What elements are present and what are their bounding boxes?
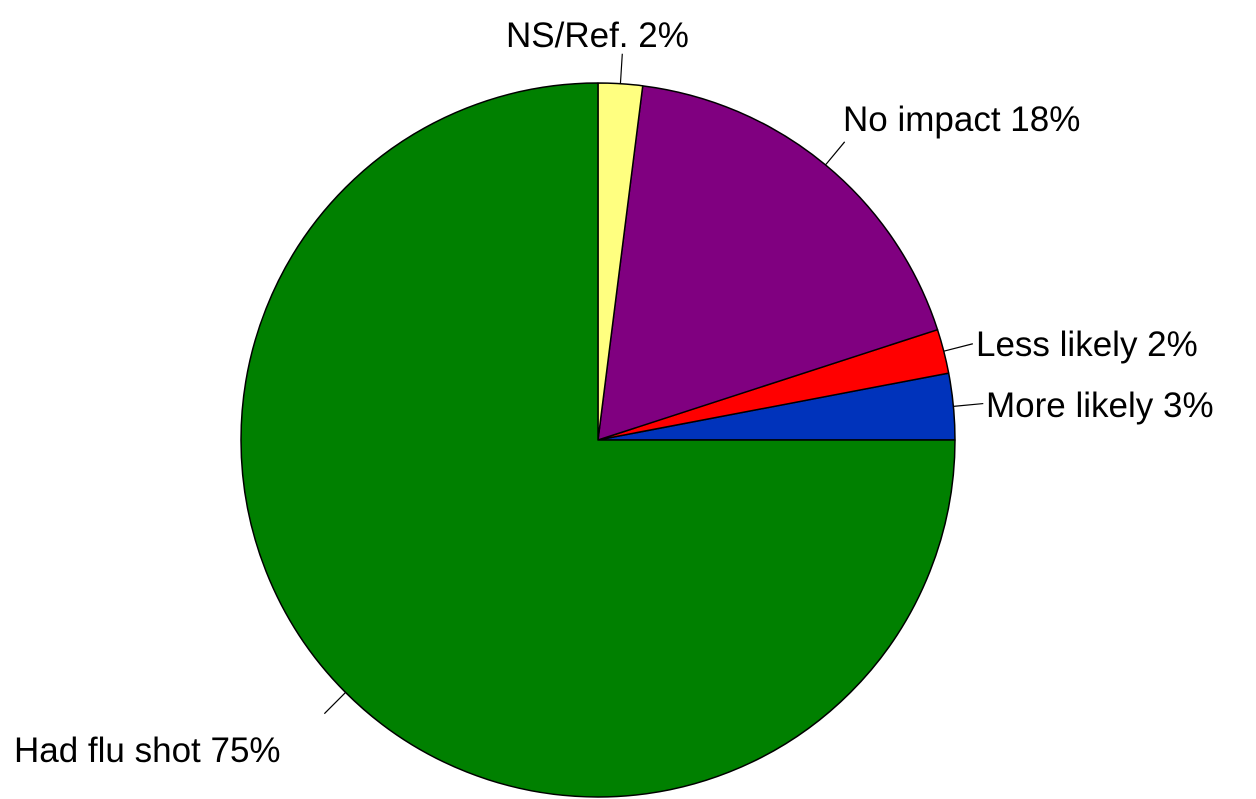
slice-labels: More likely 3% Less likely 2% No impact … xyxy=(14,16,1214,770)
pie-slices xyxy=(240,82,956,798)
slice-label-ns-ref: NS/Ref. 2% xyxy=(506,16,689,55)
leader-line-no-impact xyxy=(825,141,846,166)
leader-line-more-likely xyxy=(953,402,984,407)
slice-label-more-likely: More likely 3% xyxy=(986,386,1214,425)
leader-line-less-likely xyxy=(943,343,973,352)
slice-label-no-impact: No impact 18% xyxy=(843,100,1080,139)
leader-line-ns-ref xyxy=(619,53,623,84)
pie-slice-had-flu-shot xyxy=(240,82,956,798)
leader-line-had-flu-shot xyxy=(323,692,346,715)
leader-lines xyxy=(323,53,984,715)
slice-label-less-likely: Less likely 2% xyxy=(976,325,1198,364)
slice-label-had-flu-shot: Had flu shot 75% xyxy=(14,731,281,770)
